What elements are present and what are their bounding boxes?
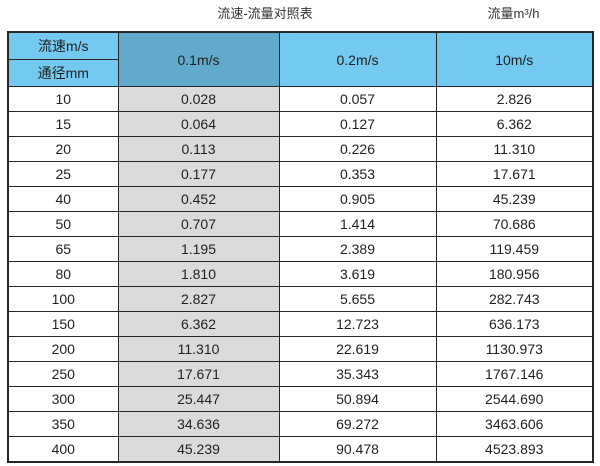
flow-value-cell: 45.239 — [117, 436, 280, 463]
flow-value-cell: 3463.606 — [435, 411, 594, 437]
flow-value-cell: 69.272 — [278, 411, 437, 437]
table-title: 流速-流量对照表 — [217, 6, 313, 21]
diameter-cell: 250 — [7, 361, 119, 387]
diameter-cell: 200 — [7, 336, 119, 362]
flow-value-cell: 636.173 — [435, 311, 594, 337]
table-row: 50 0.707 1.414 70.686 — [7, 211, 594, 237]
flow-value-cell: 5.655 — [278, 286, 437, 312]
flow-value-cell: 25.447 — [117, 386, 280, 412]
flow-value-cell: 0.177 — [117, 161, 280, 187]
flow-value-cell: 50.894 — [278, 386, 437, 412]
table-row: 65 1.195 2.389 119.459 — [7, 236, 594, 262]
diameter-cell: 65 — [7, 236, 119, 262]
table-row: 20 0.113 0.226 11.310 — [7, 136, 594, 162]
flow-value-cell: 2544.690 — [435, 386, 594, 412]
diameter-cell: 10 — [7, 86, 119, 112]
diameter-cell: 400 — [7, 436, 119, 463]
flow-value-cell: 70.686 — [435, 211, 594, 237]
flow-value-cell: 0.905 — [278, 186, 437, 212]
flow-rate-unit-label: 流量m³/h — [487, 6, 540, 21]
diameter-cell: 150 — [7, 311, 119, 337]
flow-value-cell: 22.619 — [278, 336, 437, 362]
table-row: 40 0.452 0.905 45.239 — [7, 186, 594, 212]
flow-value-cell: 34.636 — [117, 411, 280, 437]
table-row: 250 17.671 35.343 1767.146 — [7, 361, 594, 387]
flow-value-cell: 3.619 — [278, 261, 437, 287]
flow-value-cell: 45.239 — [435, 186, 594, 212]
flow-value-cell: 2.389 — [278, 236, 437, 262]
table-row: 15 0.064 0.127 6.362 — [7, 111, 594, 137]
table-row: 150 6.362 12.723 636.173 — [7, 311, 594, 337]
flow-value-cell: 0.127 — [278, 111, 437, 137]
table-row: 200 11.310 22.619 1130.973 — [7, 336, 594, 362]
diameter-cell: 350 — [7, 411, 119, 437]
flow-value-cell: 0.028 — [117, 86, 280, 112]
flow-value-cell: 6.362 — [117, 311, 280, 337]
table-row: 10 0.028 0.057 2.826 — [7, 86, 594, 112]
flow-value-cell: 180.956 — [435, 261, 594, 287]
table-row: 350 34.636 69.272 3463.606 — [7, 411, 594, 437]
flow-value-cell: 1.414 — [278, 211, 437, 237]
flow-value-cell: 0.452 — [117, 186, 280, 212]
flow-value-cell: 11.310 — [435, 136, 594, 162]
flow-conversion-table: 流速m/s 0.1m/s 0.2m/s 10m/s 通径mm 10 0.028 0.… — [7, 31, 594, 463]
diameter-cell: 15 — [7, 111, 119, 137]
flow-value-cell: 11.310 — [117, 336, 280, 362]
diameter-cell: 40 — [7, 186, 119, 212]
table-body: 10 0.028 0.057 2.826 15 0.064 0.127 6.362 20 0.11… — [7, 86, 594, 463]
flow-value-cell: 0.353 — [278, 161, 437, 187]
flow-value-cell: 0.064 — [117, 111, 280, 137]
header-nominal-diameter: 通径mm — [7, 59, 119, 87]
table-row: 25 0.177 0.353 17.671 — [7, 161, 594, 187]
table-row: 100 2.827 5.655 282.743 — [7, 286, 594, 312]
diameter-cell: 25 — [7, 161, 119, 187]
flow-value-cell: 35.343 — [278, 361, 437, 387]
diameter-cell: 300 — [7, 386, 119, 412]
flow-value-cell: 17.671 — [435, 161, 594, 187]
flow-value-cell: 282.743 — [435, 286, 594, 312]
flow-value-cell: 1.810 — [117, 261, 280, 287]
diameter-cell: 80 — [7, 261, 119, 287]
flow-value-cell: 90.478 — [278, 436, 437, 463]
header-row-top: 流速m/s 0.1m/s 0.2m/s 10m/s — [7, 31, 594, 87]
flow-value-cell: 0.226 — [278, 136, 437, 162]
header-column-0-1ms: 0.1m/s — [117, 31, 280, 87]
flow-value-cell: 119.459 — [435, 236, 594, 262]
table-header: 流速m/s 0.1m/s 0.2m/s 10m/s 通径mm — [7, 31, 594, 87]
flow-value-cell: 0.057 — [278, 86, 437, 112]
flow-value-cell: 2.827 — [117, 286, 280, 312]
diameter-cell: 50 — [7, 211, 119, 237]
table-row: 400 45.239 90.478 4523.893 — [7, 436, 594, 463]
flow-value-cell: 17.671 — [117, 361, 280, 387]
flow-value-cell: 12.723 — [278, 311, 437, 337]
diameter-cell: 100 — [7, 286, 119, 312]
header-column-10ms: 10m/s — [435, 31, 594, 87]
table-row: 300 25.447 50.894 2544.690 — [7, 386, 594, 412]
flow-value-cell: 2.826 — [435, 86, 594, 112]
header-flow-velocity: 流速m/s — [7, 31, 119, 60]
table-row: 80 1.810 3.619 180.956 — [7, 261, 594, 287]
flow-value-cell: 0.707 — [117, 211, 280, 237]
flow-value-cell: 1.195 — [117, 236, 280, 262]
flow-value-cell: 1767.146 — [435, 361, 594, 387]
flow-value-cell: 4523.893 — [435, 436, 594, 463]
header-column-0-2ms: 0.2m/s — [278, 31, 437, 87]
flow-value-cell: 0.113 — [117, 136, 280, 162]
flow-value-cell: 6.362 — [435, 111, 594, 137]
diameter-cell: 20 — [7, 136, 119, 162]
flow-value-cell: 1130.973 — [435, 336, 594, 362]
